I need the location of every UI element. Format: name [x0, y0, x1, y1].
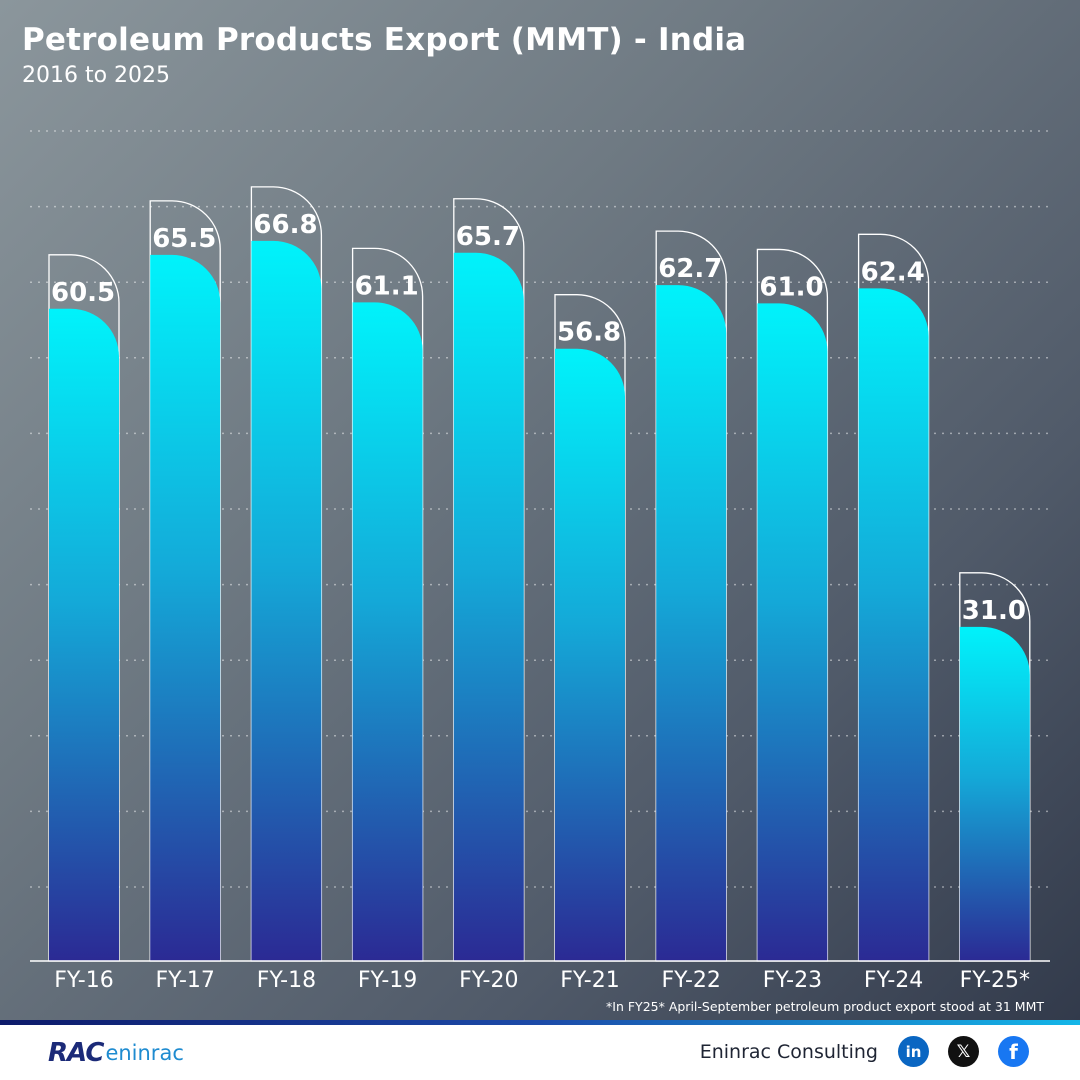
bar — [555, 348, 625, 961]
eninrac-logo: RAC eninrac — [48, 1036, 184, 1070]
logo-text: eninrac — [105, 1041, 184, 1065]
bar-outline — [655, 230, 727, 962]
chart-subtitle: 2016 to 2025 — [22, 63, 171, 88]
bar-outline — [250, 186, 323, 962]
x-tick-label: FY-18 — [257, 968, 316, 993]
x-tick-label: FY-21 — [560, 968, 619, 993]
x-tick-label: FY-24 — [864, 968, 923, 993]
bar-chart: 60.5 65.5 66.8 61.1 65.7 56.8 62.7 61.0 62.4 31.0… — [48, 186, 1031, 993]
bar-value-label: 56.8 — [557, 318, 621, 348]
bar-outline — [48, 254, 120, 962]
bar-value-label: 62.7 — [658, 254, 722, 284]
bar — [150, 254, 221, 961]
bar — [757, 303, 828, 961]
bar-value-label: 66.8 — [253, 210, 317, 240]
x-tick-label: FY-20 — [459, 968, 518, 993]
bar-value-label: 31.0 — [962, 596, 1026, 626]
chart-title: Petroleum Products Export (MMT) - India — [22, 22, 747, 58]
bar-value-label: 60.5 — [51, 278, 115, 308]
x-tick-label: FY-16 — [54, 968, 113, 993]
bar-outline — [554, 294, 626, 962]
bar-value-label: 61.0 — [759, 272, 823, 302]
bar — [959, 626, 1030, 961]
x-tick-label: FY-19 — [358, 968, 417, 993]
bar — [453, 252, 524, 961]
footnote: *In FY25* April-September petroleum prod… — [606, 999, 1044, 1014]
x-icon[interactable]: 𝕏 — [948, 1036, 979, 1067]
x-tick-label: FY-25* — [960, 968, 1030, 993]
bar-value-label: 61.1 — [355, 271, 419, 301]
bar — [858, 288, 929, 961]
bar-value-label: 65.5 — [152, 224, 216, 254]
bar-outline — [857, 233, 930, 962]
value-labels: 60.5 65.5 66.8 61.1 65.7 56.8 62.7 61.0 62.4 31.0 — [51, 210, 1026, 626]
x-tick-label: FY-17 — [155, 968, 214, 993]
bar — [251, 240, 322, 961]
x-tick-label: FY-22 — [661, 968, 720, 993]
x-axis-ticks: FY-16 FY-17 FY-18 FY-19 FY-20 FY-21 FY-22 FY-23… — [54, 968, 1030, 993]
bar-outline — [149, 200, 221, 962]
bar-outline — [351, 247, 424, 962]
bar-outline — [959, 572, 1031, 962]
bars — [48, 186, 1031, 962]
bar — [352, 302, 423, 961]
bar-value-label: 65.7 — [456, 222, 520, 252]
company-name: Eninrac Consulting — [699, 1041, 878, 1063]
linkedin-icon[interactable]: in — [898, 1036, 929, 1067]
facebook-icon[interactable]: f — [998, 1036, 1029, 1067]
bar — [656, 285, 727, 961]
bar-outline — [756, 248, 829, 962]
bar — [49, 308, 119, 961]
logo-mark: RAC — [48, 1038, 104, 1068]
bar-outline — [453, 198, 525, 962]
footer-stripe — [0, 1020, 1080, 1025]
x-tick-label: FY-23 — [763, 968, 822, 993]
bar-value-label: 62.4 — [861, 257, 925, 287]
